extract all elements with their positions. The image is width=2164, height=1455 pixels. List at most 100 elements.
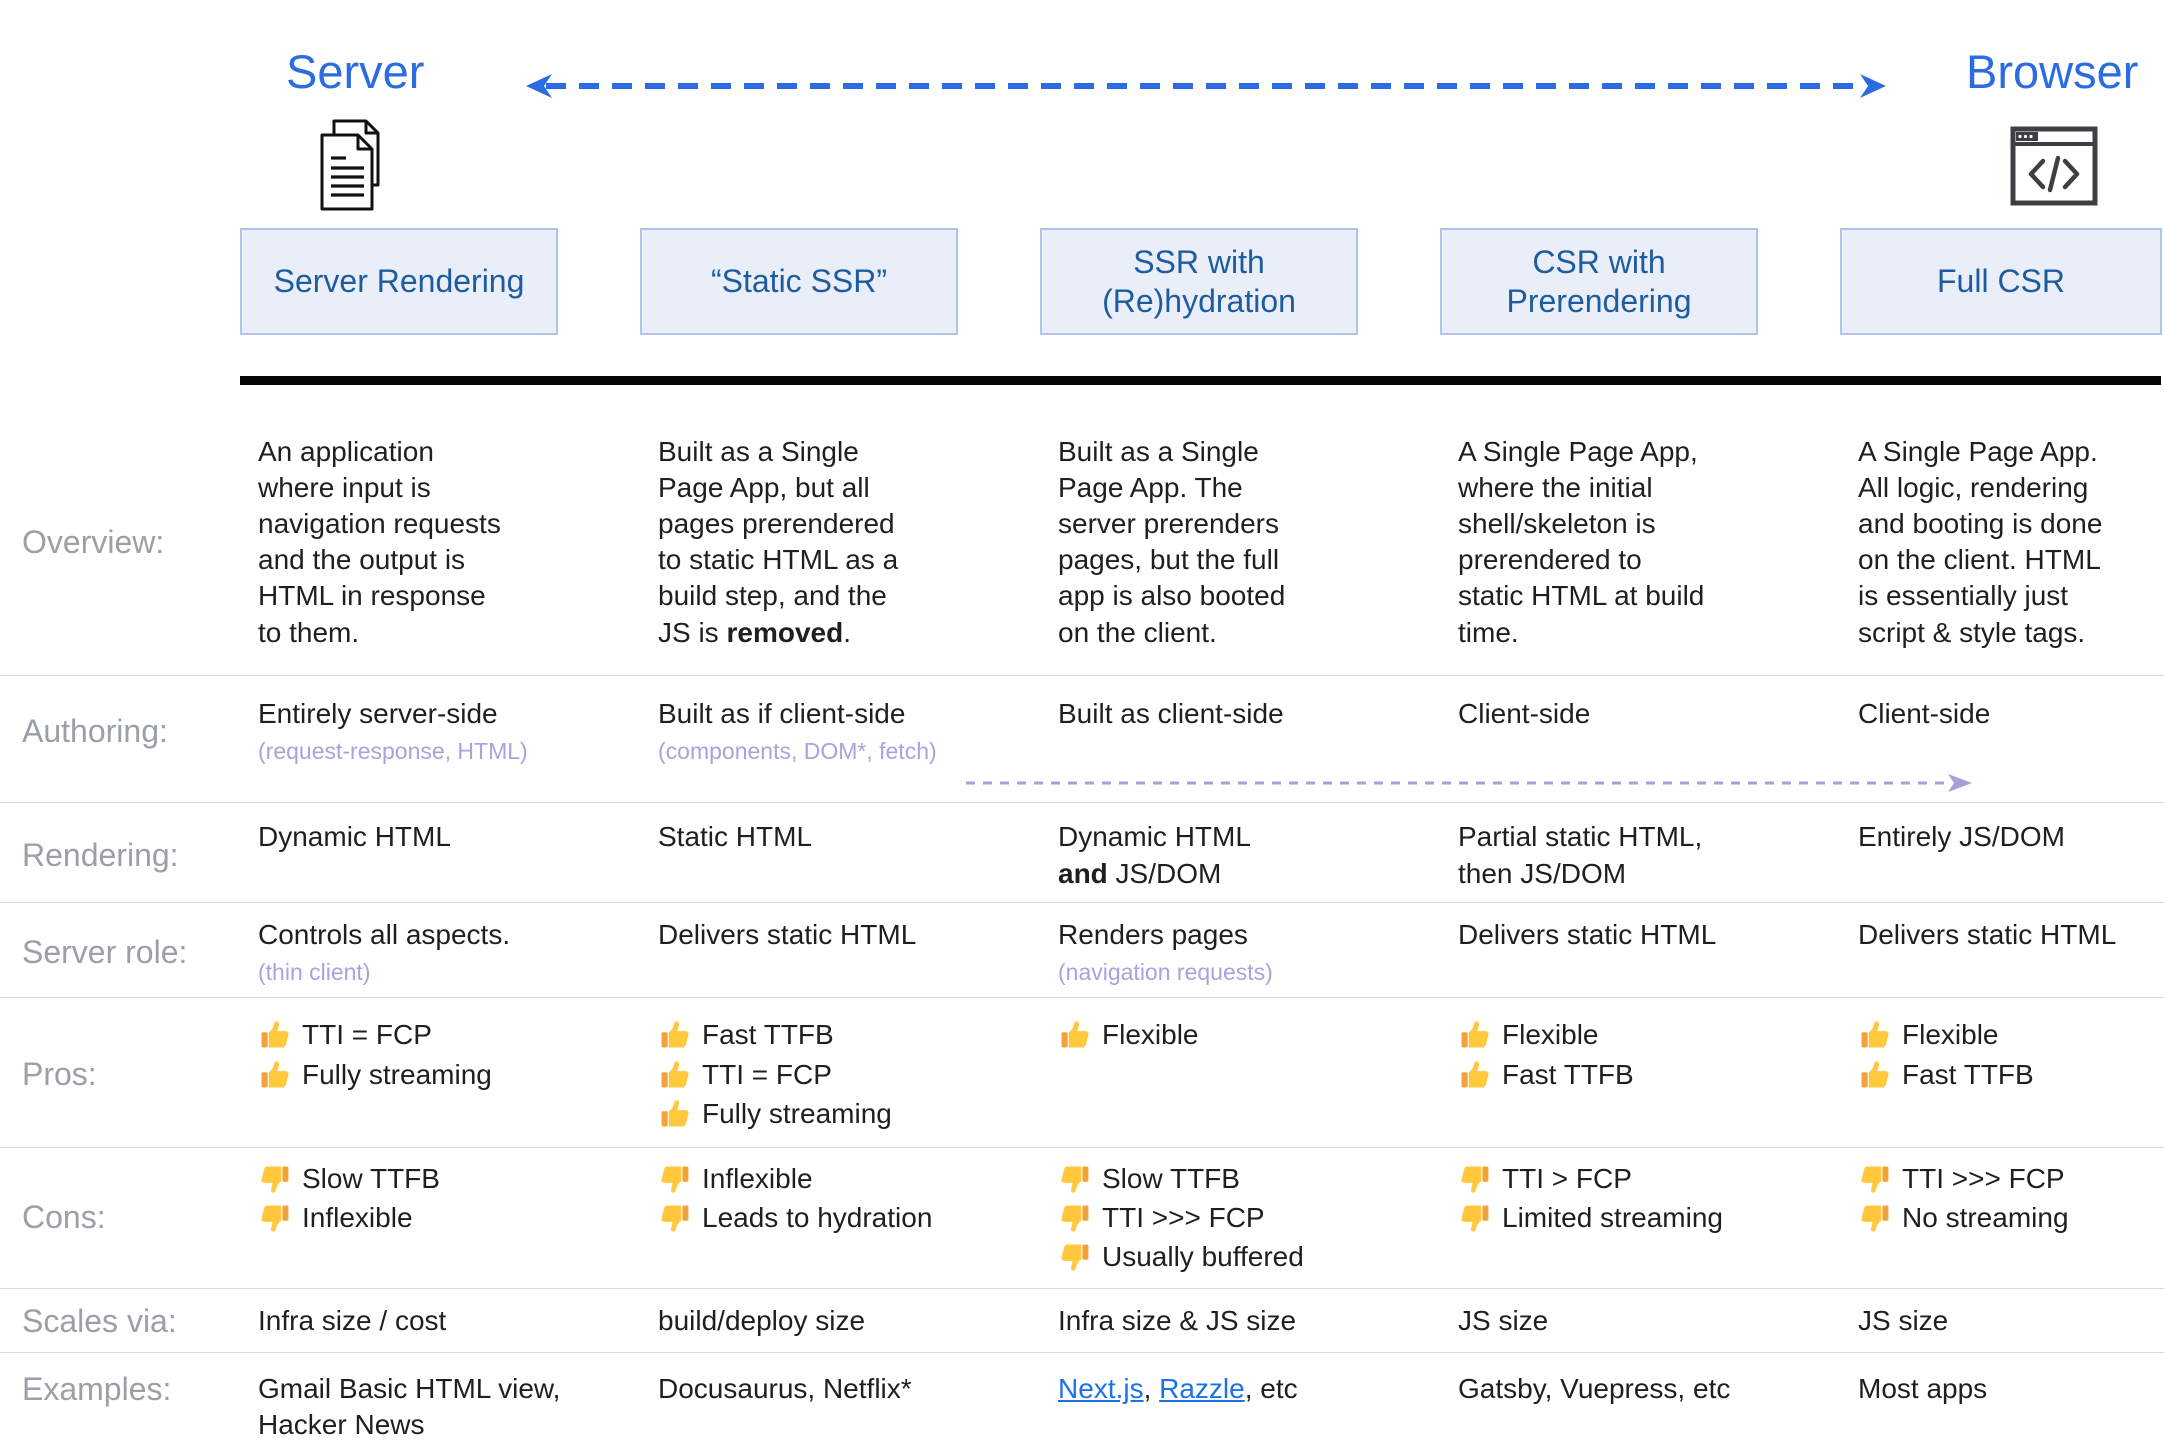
example-text: Most apps bbox=[1858, 1373, 1988, 1405]
cell-authoring-csr-prerendering: Client-side bbox=[1440, 696, 1840, 767]
table-row-examples: Examples: Gmail Basic HTML view, Hacker N… bbox=[0, 1353, 2164, 1455]
con-text: TTI >>> FCP bbox=[1102, 1201, 1265, 1233]
cell-pros-server-rendering: TTI = FCP Fully streaming bbox=[240, 1014, 640, 1134]
header-divider-bar bbox=[240, 376, 2161, 385]
cell-cons-static-ssr: Inflexible Leads to hydration bbox=[640, 1158, 1040, 1278]
row-label-authoring: Authoring: bbox=[22, 712, 168, 749]
cell-authoring-static-ssr-main: Built as if client-side bbox=[658, 697, 906, 729]
cell-scales-via-full-csr: JS size bbox=[1858, 1305, 1949, 1337]
cell-server-role-csr-prerendering-main: Delivers static HTML bbox=[1458, 918, 1717, 950]
pro-text: Flexible bbox=[1502, 1019, 1599, 1051]
cell-scales-via-ssr-rehydration: Infra size & JS size bbox=[1058, 1305, 1297, 1337]
cell-rendering-static-ssr: Static HTML bbox=[658, 821, 813, 853]
table-row-rendering: Rendering: Dynamic HTML Static HTML Dynamic… bbox=[0, 803, 2164, 903]
con-text: Leads to hydration bbox=[702, 1201, 933, 1233]
cell-scales-via-csr-prerendering: JS size bbox=[1458, 1305, 1549, 1337]
column-header-cell-full-csr: Full CSR bbox=[1840, 228, 2164, 335]
table-row-authoring: Authoring: Entirely server-side (request-r… bbox=[0, 676, 2164, 804]
cell-server-role-static-ssr: Delivers static HTML bbox=[640, 917, 1040, 988]
cell-authoring-ssr-rehydration-main: Built as client-side bbox=[1058, 697, 1284, 729]
table-row-scales-via: Scales via: Infra size / cost build/deploy… bbox=[0, 1289, 2164, 1354]
browser-axis-label: Browser bbox=[1966, 45, 2139, 98]
row-label-pros: Pros: bbox=[22, 1056, 97, 1093]
pro-text: Fast TTFB bbox=[1502, 1058, 1634, 1090]
cell-authoring-csr-prerendering-main: Client-side bbox=[1458, 697, 1591, 729]
cell-pros-full-csr: Flexible Fast TTFB bbox=[1840, 1014, 2164, 1134]
cell-examples-static-ssr: Docusaurus, Netflix* bbox=[640, 1371, 1040, 1443]
browser-code-icon bbox=[2010, 126, 2098, 206]
example-link-razzle[interactable]: Razzle bbox=[1159, 1373, 1245, 1405]
example-text: , etc bbox=[1244, 1373, 1298, 1405]
cell-overview-server-rendering: An application where input is navigation… bbox=[258, 436, 501, 648]
comparison-table: Overview: An application where input is n… bbox=[0, 398, 2164, 1455]
con-item: Limited streaming bbox=[1458, 1200, 1816, 1236]
documents-icon bbox=[320, 119, 380, 211]
thumbs-down-icon bbox=[261, 1205, 289, 1232]
cell-scales-via-static-ssr: build/deploy size bbox=[658, 1305, 866, 1337]
con-text: Limited streaming bbox=[1502, 1201, 1723, 1233]
cell-pros-ssr-rehydration: Flexible bbox=[1040, 1014, 1440, 1134]
server-axis-label: Server bbox=[286, 45, 425, 98]
cell-overview-static-ssr: Built as a Single Page App, but all page… bbox=[658, 436, 899, 648]
cell-pros-static-ssr: Fast TTFB TTI = FCP Fully streaming bbox=[640, 1014, 1040, 1134]
con-item: No streaming bbox=[1858, 1200, 2140, 1236]
thumbs-up-icon bbox=[661, 1060, 689, 1088]
row-label-server-role: Server role: bbox=[22, 933, 188, 970]
cell-server-role-csr-prerendering: Delivers static HTML bbox=[1440, 917, 1840, 988]
thumbs-up-icon bbox=[1861, 1021, 1889, 1048]
column-title-csr-prerendering: CSR with Prerendering bbox=[1440, 228, 1758, 335]
cell-cons-server-rendering: Slow TTFB Inflexible bbox=[240, 1158, 640, 1278]
cell-overview-full-csr: A Single Page App. All logic, rendering … bbox=[1858, 436, 2103, 648]
example-text: Gatsby, Vuepress, etc bbox=[1458, 1373, 1731, 1405]
pro-item: Flexible bbox=[1858, 1017, 2140, 1053]
pro-item: Fast TTFB bbox=[1458, 1057, 1816, 1093]
con-text: Slow TTFB bbox=[302, 1162, 440, 1194]
header-gutter bbox=[0, 228, 240, 335]
cell-rendering-full-csr: Entirely JS/DOM bbox=[1858, 821, 2065, 853]
thumbs-down-icon bbox=[1061, 1244, 1089, 1271]
thumbs-down-icon bbox=[1861, 1205, 1889, 1232]
column-title-ssr-rehydration: SSR with (Re)hydration bbox=[1040, 228, 1358, 335]
cell-server-role-server-rendering-note: (thin client) bbox=[258, 958, 371, 985]
cell-authoring-ssr-rehydration: Built as client-side bbox=[1040, 696, 1440, 767]
con-item: Inflexible bbox=[658, 1161, 1016, 1197]
thumbs-up-icon bbox=[1461, 1021, 1489, 1048]
thumbs-up-icon bbox=[1461, 1060, 1489, 1088]
con-text: Usually buffered bbox=[1102, 1240, 1304, 1272]
cell-examples-csr-prerendering: Gatsby, Vuepress, etc bbox=[1440, 1371, 1840, 1443]
cell-examples-ssr-rehydration: Next.js, Razzle, etc bbox=[1040, 1371, 1440, 1443]
thumbs-up-icon bbox=[1061, 1021, 1089, 1048]
row-label-rendering: Rendering: bbox=[22, 837, 179, 874]
cell-server-role-ssr-rehydration: Renders pages (navigation requests) bbox=[1040, 917, 1440, 988]
cell-authoring-server-rendering-main: Entirely server-side bbox=[258, 697, 498, 729]
con-item: TTI >>> FCP bbox=[1058, 1200, 1416, 1236]
thumbs-up-icon bbox=[261, 1021, 289, 1048]
example-text: Gmail Basic HTML view, Hacker News bbox=[258, 1373, 561, 1441]
cell-cons-full-csr: TTI >>> FCP No streaming bbox=[1840, 1158, 2164, 1278]
cell-overview-ssr-rehydration: Built as a Single Page App. The server p… bbox=[1058, 436, 1286, 648]
con-item: Slow TTFB bbox=[258, 1161, 616, 1197]
pro-text: TTI = FCP bbox=[702, 1058, 832, 1090]
con-text: Slow TTFB bbox=[1102, 1162, 1240, 1194]
thumbs-down-icon bbox=[1461, 1166, 1489, 1193]
cell-examples-full-csr: Most apps bbox=[1840, 1371, 2164, 1443]
pro-text: Fully streaming bbox=[302, 1058, 492, 1090]
con-text: TTI >>> FCP bbox=[1902, 1162, 2065, 1194]
thumbs-down-icon bbox=[661, 1205, 689, 1232]
example-link-nextjs[interactable]: Next.js bbox=[1058, 1373, 1144, 1405]
pro-text: Fast TTFB bbox=[1902, 1058, 2034, 1090]
cell-server-role-ssr-rehydration-main: Renders pages bbox=[1058, 918, 1248, 950]
column-header-cell-ssr-rehydration: SSR with (Re)hydration bbox=[1040, 228, 1440, 335]
cell-authoring-server-rendering: Entirely server-side (request-response, H… bbox=[240, 696, 640, 767]
cell-authoring-static-ssr: Built as if client-side (components, DOM*… bbox=[640, 696, 1040, 767]
con-item: Leads to hydration bbox=[658, 1200, 1016, 1236]
table-row-pros: Pros: TTI = FCP Fully streaming Fast TTFB TT… bbox=[0, 998, 2164, 1148]
con-item: Usually buffered bbox=[1058, 1239, 1416, 1275]
pro-item: TTI = FCP bbox=[658, 1057, 1016, 1093]
table-row-cons: Cons: Slow TTFB Inflexible Inflexible Leads … bbox=[0, 1148, 2164, 1290]
pro-item: Fully streaming bbox=[258, 1057, 616, 1093]
cell-examples-server-rendering: Gmail Basic HTML view, Hacker News bbox=[240, 1371, 640, 1443]
pro-text: Fast TTFB bbox=[702, 1019, 834, 1051]
thumbs-up-icon bbox=[661, 1100, 689, 1127]
